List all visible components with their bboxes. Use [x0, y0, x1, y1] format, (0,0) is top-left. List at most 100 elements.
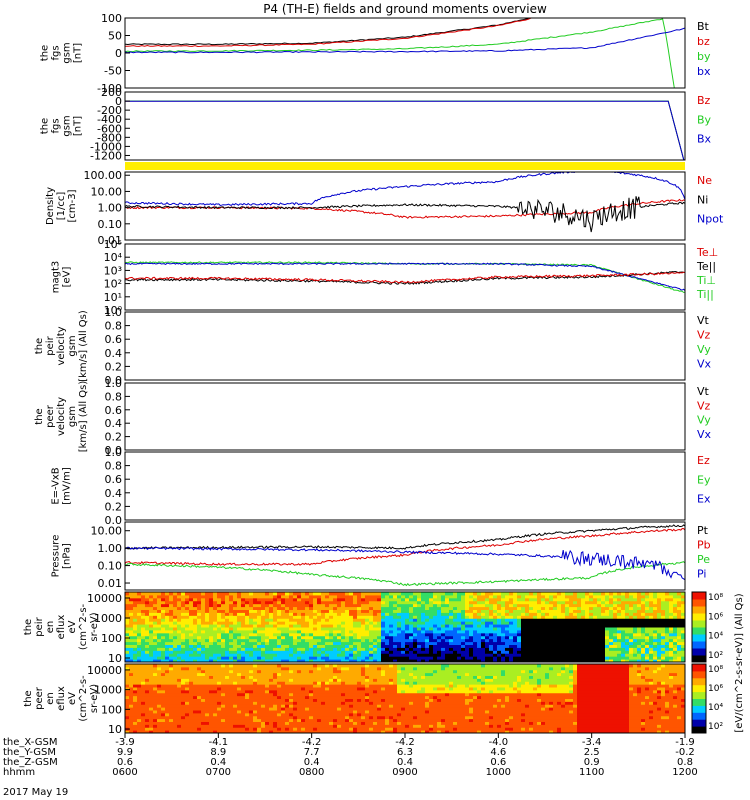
spectrogram-cell	[329, 606, 334, 610]
legend-entry: Pe	[697, 553, 710, 566]
spectrogram-cell	[129, 718, 134, 722]
spectrogram-cell	[181, 644, 186, 648]
spectrogram-cell	[417, 635, 422, 640]
spectrogram-cell	[269, 597, 274, 602]
spectrogram-cell	[513, 659, 518, 662]
spectrogram-cell	[445, 606, 450, 610]
spectrogram-cell	[309, 615, 314, 619]
spectrogram-cell	[413, 635, 418, 640]
spectrogram-cell	[321, 597, 326, 602]
spectrogram-cell	[513, 644, 518, 648]
spectrogram-cell	[229, 681, 234, 685]
spectrogram-cell	[433, 647, 438, 651]
spectrogram-cell	[269, 687, 274, 691]
spectrogram-cell	[221, 638, 226, 643]
spectrogram-cell	[153, 624, 158, 628]
spectrogram-cell	[541, 621, 546, 625]
spectrogram-cell	[545, 592, 550, 596]
spectrogram-cell	[421, 594, 426, 599]
spectrogram-cell	[421, 650, 426, 654]
spectrogram-cell	[401, 612, 406, 616]
spectrogram-cell	[665, 659, 670, 662]
spectrogram-cell	[581, 606, 586, 610]
spectrogram-cell	[341, 618, 346, 622]
spectrogram-cell	[413, 650, 418, 654]
spectrogram-cell	[261, 687, 266, 691]
spectrogram-cell	[197, 624, 202, 628]
panel-frame	[124, 91, 686, 161]
spectrogram-cell	[549, 635, 554, 640]
spectrogram-cell	[353, 600, 358, 605]
spectrogram-cell	[309, 606, 314, 610]
spectrogram-cell	[445, 638, 450, 643]
spectrogram-cell	[609, 629, 614, 634]
spectrogram-cell	[289, 689, 294, 694]
spectrogram-cell	[477, 653, 482, 657]
spectrogram-cell	[189, 721, 194, 725]
panel-frame	[124, 591, 686, 663]
spectrogram-cell	[193, 704, 198, 708]
spectrogram-cell	[133, 727, 138, 731]
spectrogram-cell	[473, 659, 478, 662]
spectrogram-cell	[489, 632, 494, 637]
spectrogram-cell	[337, 600, 342, 605]
spectrogram-cell	[361, 592, 366, 596]
spectrogram-cell	[181, 664, 186, 668]
spectrogram-cell	[657, 621, 662, 625]
spectrogram-cell	[173, 592, 178, 596]
spectrogram-cell	[389, 594, 394, 599]
spectrogram-cell	[641, 618, 646, 622]
spectrogram-cell	[445, 594, 450, 599]
spectrogram-cell	[409, 653, 414, 657]
spectrogram-cell	[581, 594, 586, 599]
spectrogram-cell	[209, 597, 214, 602]
spectrogram-cell	[377, 638, 382, 643]
spectrogram-cell	[149, 606, 154, 610]
spectrogram-cell	[161, 675, 166, 679]
spectrogram-cell	[181, 609, 186, 613]
spectrogram-cell	[193, 609, 198, 613]
spectrogram-cell	[341, 695, 346, 699]
spectrogram-cell	[469, 606, 474, 610]
spectrogram-cell	[549, 615, 554, 619]
spectrogram-cell	[489, 644, 494, 648]
legend-entry: Vt	[697, 385, 710, 398]
spectrogram-cell	[369, 621, 374, 625]
spectrogram-cell	[145, 650, 150, 654]
spectrogram-cell	[229, 641, 234, 645]
spectrogram-cell	[205, 724, 210, 728]
spectrogram-cell	[577, 618, 582, 622]
spectrogram-cell	[417, 627, 422, 631]
spectrogram-cell	[177, 669, 182, 674]
spectrogram-cell	[289, 597, 294, 602]
spectrogram-cell	[521, 656, 526, 660]
spectrogram-cell	[269, 603, 274, 608]
spectrogram-cell	[301, 656, 306, 660]
spectrogram-cell	[373, 656, 378, 660]
spectrogram-cell	[573, 632, 578, 637]
spectrogram-cell	[361, 621, 366, 625]
spectrogram-cell	[401, 635, 406, 640]
spectrogram-cell	[653, 600, 658, 605]
spectrogram-cell	[445, 647, 450, 651]
spectrogram-cell	[405, 644, 410, 648]
spectrogram-cell	[229, 635, 234, 640]
spectrogram-cell	[169, 624, 174, 628]
spectrogram-cell	[221, 689, 226, 694]
spectrogram-cell	[613, 641, 618, 645]
spectrogram-cell	[449, 594, 454, 599]
spectrogram-cell	[437, 592, 442, 596]
spectrogram-cell	[209, 724, 214, 728]
spectrogram-cell	[449, 656, 454, 660]
spectrogram-cell	[529, 635, 534, 640]
spectrogram-cell	[209, 603, 214, 608]
spectrogram-cell	[161, 672, 166, 676]
spectrogram-cell	[341, 644, 346, 648]
spectrogram-cell	[221, 698, 226, 702]
spectrogram-cell	[589, 624, 594, 628]
spectrogram-cell	[633, 629, 638, 634]
spectrogram-cell	[153, 701, 158, 705]
spectrogram-cell	[153, 618, 158, 622]
spectrogram-cell	[525, 600, 530, 605]
spectrogram-cell	[389, 603, 394, 608]
